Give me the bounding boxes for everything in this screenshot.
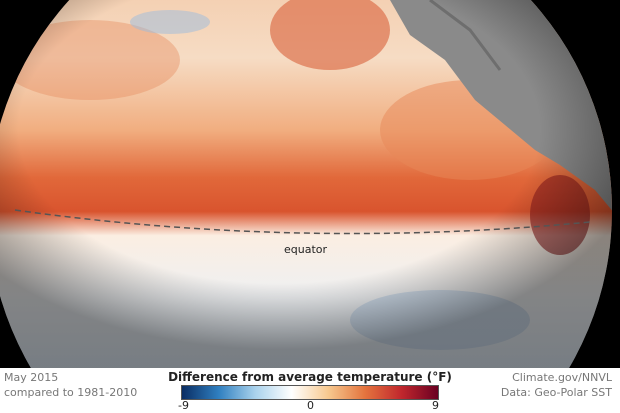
date-label: May 2015 <box>4 371 59 384</box>
baseline-label: compared to 1981-2010 <box>4 386 138 399</box>
credit-label: Climate.gov/NNVL <box>512 371 612 384</box>
globe <box>0 0 612 368</box>
legend-tick-min: -9 <box>178 399 189 412</box>
equator-line <box>14 209 591 235</box>
legend-title: Difference from average temperature (°F) <box>168 370 452 384</box>
source-label: Data: Geo-Polar SST <box>500 386 612 399</box>
legend-tick-zero: 0 <box>307 399 314 412</box>
sst-anomaly-globe-map: equator <box>0 0 612 368</box>
equator-label: equator <box>284 243 328 256</box>
legend-colorbar <box>181 385 439 400</box>
legend-tick-max: 9 <box>432 399 439 412</box>
